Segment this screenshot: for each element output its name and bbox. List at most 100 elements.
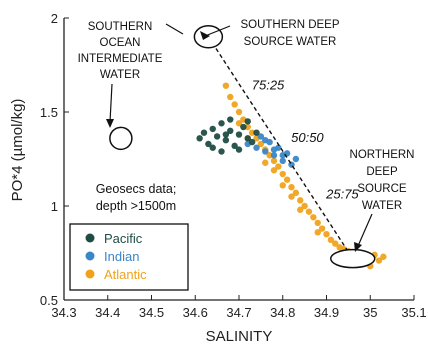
x-tick-label: 35.1: [401, 305, 426, 320]
point-pacific: [235, 131, 243, 138]
point-atlantic: [323, 231, 330, 238]
northern-deep-label-3: SOURCE: [357, 183, 407, 195]
point-pacific: [244, 135, 251, 142]
x-tick-label: 34.6: [183, 305, 208, 320]
point-pacific: [205, 140, 212, 148]
y-axis-title: PO*4 (µmol/kg): [9, 99, 26, 202]
geosecs-note-1: Geosecs data;: [96, 182, 177, 196]
northern-deep-label-2: DEEP: [366, 166, 398, 178]
point-pacific: [244, 118, 251, 125]
point-atlantic: [327, 236, 335, 244]
geosecs-note-2: depth >1500m: [96, 199, 176, 213]
point-pacific: [196, 135, 203, 142]
arrow-southern-deep: [165, 23, 184, 35]
point-atlantic: [288, 184, 295, 191]
northern-deep-source-ellipse: [330, 248, 376, 269]
point-pacific: [222, 131, 230, 138]
point-atlantic: [375, 257, 383, 264]
southern-intermediate-label-4: WATER: [100, 69, 140, 81]
x-ticks: 34.3 34.4 34.5 34.6 34.7 34.8 34.9 35 35.1: [51, 295, 427, 320]
point-indian: [262, 137, 269, 144]
point-atlantic: [235, 108, 243, 116]
southern-deep-label-2: SOURCE WATER: [244, 36, 337, 48]
point-atlantic: [279, 182, 286, 189]
mixing-ratio-label: 75:25: [252, 77, 285, 92]
mixing-ratio-label: 25:75: [325, 186, 359, 201]
point-pacific: [227, 116, 234, 123]
southern-intermediate-label-3: INTERMEDIATE: [78, 53, 163, 65]
legend-dot-indian: [85, 251, 95, 261]
point-atlantic: [301, 202, 308, 210]
y-tick-label: 1.5: [40, 105, 58, 120]
x-tick-label: 35: [363, 305, 377, 320]
x-axis-title: SALINITY: [206, 328, 273, 345]
point-atlantic: [310, 214, 317, 221]
point-atlantic: [248, 129, 256, 136]
legend-dot-pacific: [85, 233, 95, 243]
point-atlantic: [270, 167, 278, 174]
southern-deep-label-1: SOUTHERN DEEP: [240, 19, 339, 31]
point-atlantic: [244, 123, 251, 131]
point-pacific: [213, 133, 221, 140]
y-tick-label: 2: [51, 11, 58, 26]
mixing-ratio-labels: 75:25 50:50 25:75: [252, 77, 360, 201]
point-atlantic: [231, 101, 238, 108]
southern-intermediate-ellipse: [109, 126, 133, 151]
point-atlantic: [297, 206, 304, 213]
point-atlantic: [257, 140, 265, 148]
point-atlantic: [222, 82, 230, 89]
point-atlantic: [314, 219, 321, 227]
point-atlantic: [266, 152, 273, 159]
point-atlantic: [262, 159, 269, 166]
point-pacific: [253, 129, 260, 136]
arrow-head-southern-intermediate: [106, 119, 114, 128]
point-indian: [292, 155, 300, 163]
point-atlantic: [318, 225, 326, 232]
legend-label-atlantic: Atlantic: [104, 267, 147, 282]
point-atlantic: [227, 93, 234, 101]
point-pacific: [248, 138, 256, 146]
point-atlantic: [292, 189, 300, 197]
point-atlantic: [332, 240, 339, 247]
point-pacific: [222, 137, 230, 144]
scatter-points: [196, 82, 387, 270]
point-atlantic: [283, 176, 291, 183]
arrow-head-northern-deep: [354, 242, 362, 252]
point-pacific: [209, 144, 216, 151]
arrow-southern-deep-line: [204, 25, 231, 37]
point-atlantic: [275, 163, 282, 170]
point-pacific: [227, 127, 234, 134]
x-tick-label: 34.7: [226, 305, 251, 320]
point-indian: [253, 144, 260, 151]
x-tick-label: 34.5: [139, 305, 164, 320]
y-tick-label: 1: [51, 199, 58, 214]
point-pacific: [231, 142, 238, 150]
legend-dot-atlantic: [85, 269, 95, 279]
point-indian: [279, 157, 286, 165]
point-atlantic: [288, 193, 295, 200]
point-indian: [262, 148, 269, 155]
x-tick-label: 34.3: [51, 305, 76, 320]
point-indian: [270, 146, 278, 153]
point-pacific: [200, 129, 208, 136]
point-pacific: [209, 125, 216, 133]
legend-label-pacific: Pacific: [104, 231, 143, 246]
southern-intermediate-label-2: OCEAN: [100, 37, 141, 49]
point-indian: [270, 152, 278, 159]
point-atlantic: [279, 170, 286, 178]
point-atlantic: [314, 229, 321, 236]
x-tick-label: 34.8: [270, 305, 295, 320]
point-atlantic: [380, 253, 387, 260]
northern-deep-label-1: NORTHERN: [350, 149, 415, 161]
point-pacific: [240, 123, 247, 131]
point-indian: [279, 152, 286, 159]
legend: Pacific Indian Atlantic: [69, 223, 189, 291]
x-tick-label: 34.4: [95, 305, 120, 320]
point-indian: [257, 133, 265, 140]
x-tick-label: 34.9: [314, 305, 339, 320]
mixing-line: [207, 36, 354, 260]
northern-deep-label-4: WATER: [362, 200, 402, 212]
y-tick-label: 0.5: [40, 293, 58, 308]
point-atlantic: [235, 120, 243, 127]
